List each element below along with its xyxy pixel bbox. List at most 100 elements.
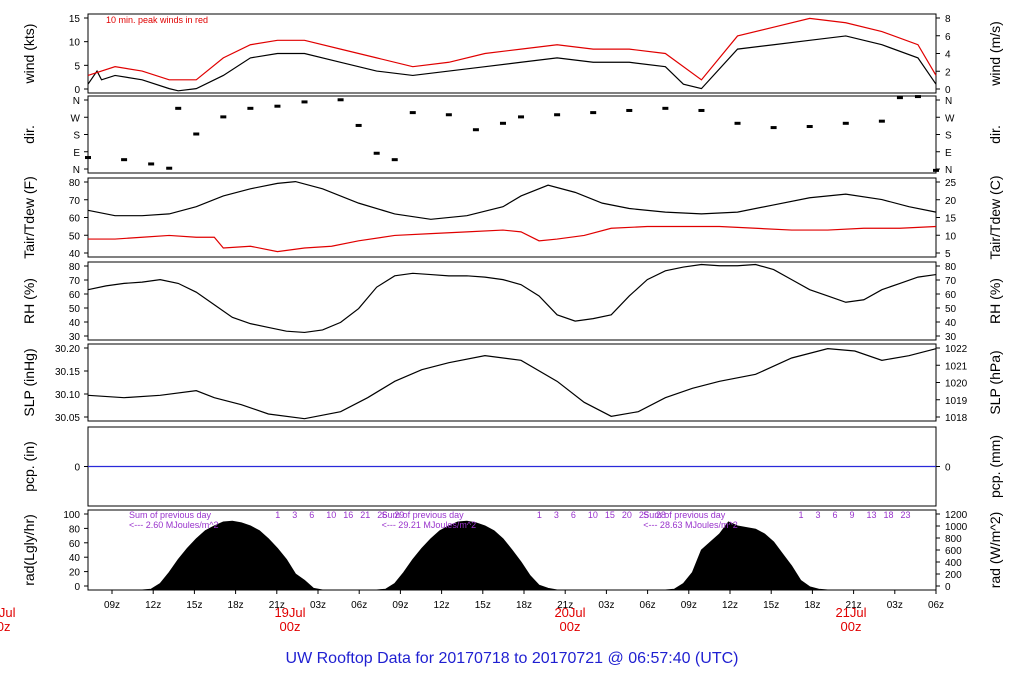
dir-point <box>933 168 939 172</box>
ytick-label-right-rh: 30 <box>945 332 957 343</box>
ylabel-left-wind: wind (kts) <box>21 24 37 85</box>
xtick-label: 21z <box>846 600 862 611</box>
xtick-label: 09z <box>104 600 120 611</box>
xtick-label: 21z <box>269 600 285 611</box>
ytick-label-right-slp: 1018 <box>945 413 968 424</box>
dir-point <box>518 115 525 119</box>
ytick-label-left-wind: 5 <box>74 61 80 72</box>
ytick-label-right-rad: 1000 <box>945 522 968 533</box>
day-marker-hour: 00z <box>841 619 862 634</box>
dir-point <box>914 95 921 99</box>
sun-hour-label: 13 <box>866 510 876 520</box>
ytick-label-left-temp: 60 <box>69 214 81 225</box>
sun-hour-label: 6 <box>832 510 837 520</box>
ytick-label-left-wind: 0 <box>74 85 80 96</box>
ylabel-right-rh: RH (%) <box>987 278 1003 324</box>
dir-point <box>662 106 669 110</box>
ytick-label-right-rad: 1200 <box>945 510 968 521</box>
panel-frame-rh <box>87 261 937 341</box>
day-marker-hour: 00z <box>280 619 301 634</box>
ytick-label-left-dir: N <box>73 96 80 107</box>
sun-hour-label: 25 <box>639 510 649 520</box>
ytick-label-left-temp: 80 <box>69 178 81 189</box>
dir-point <box>391 158 398 162</box>
sun-hour-label: 20 <box>622 510 632 520</box>
dir-point <box>734 121 741 125</box>
rad-annotation: Sum of previous day <box>643 510 726 520</box>
ytick-label-left-rh: 60 <box>69 290 81 301</box>
day-marker-date: 21Jul <box>835 605 866 620</box>
ytick-label-left-rad: 40 <box>69 553 81 564</box>
panel-annotation-wind: 10 min. peak winds in red <box>106 15 208 25</box>
ytick-label-left-rh: 50 <box>69 304 81 315</box>
rad-annotation: <--- 29.21 MJoules/m^2 <box>382 520 477 530</box>
xtick-label: 12z <box>145 600 161 611</box>
ytick-label-right-dir: N <box>945 96 952 107</box>
xtick-label: 21z <box>557 600 573 611</box>
dir-point <box>806 125 813 129</box>
sun-hour-label: 23 <box>900 510 910 520</box>
xtick-label: 06z <box>640 600 656 611</box>
sun-hour-label: 9 <box>849 510 854 520</box>
xtick-label: 18z <box>804 600 820 611</box>
panel-frame-temp <box>87 177 937 258</box>
dir-point <box>499 121 506 125</box>
panel-frame-wind <box>87 13 937 94</box>
ytick-label-right-rad: 0 <box>945 582 951 593</box>
xtick-label: 15z <box>763 600 779 611</box>
ytick-label-right-rh: 80 <box>945 262 957 273</box>
sun-hour-label: 1 <box>275 510 280 520</box>
ytick-label-right-wind: 8 <box>945 14 951 25</box>
panel-frame-dir <box>87 95 937 174</box>
dir-point <box>175 106 182 110</box>
series-area-rad <box>142 520 891 591</box>
xtick-label: 15z <box>186 600 202 611</box>
ylabel-right-dir: dir. <box>987 125 1003 144</box>
ytick-label-right-temp: 20 <box>945 196 957 207</box>
ylabel-right-temp: Tair/Tdew (C) <box>987 175 1003 259</box>
rad-annotation: Sum of previous day <box>129 510 212 520</box>
sun-hour-label: 28 <box>656 510 666 520</box>
day-marker-date: 20Jul <box>554 605 585 620</box>
ytick-label-right-wind: 6 <box>945 32 951 43</box>
sun-hour-label: 10 <box>326 510 336 520</box>
ytick-label-right-temp: 25 <box>945 178 957 189</box>
day-marker-date: 19Jul <box>274 605 305 620</box>
sun-hour-label: 15 <box>605 510 615 520</box>
ytick-label-right-pcp: 0 <box>945 463 951 474</box>
ylabel-right-rad: rad (W/m^2) <box>987 512 1003 589</box>
sun-hour-label: 1 <box>537 510 542 520</box>
dir-point <box>166 166 173 170</box>
ytick-label-right-rad: 400 <box>945 558 962 569</box>
sun-hour-label: 18 <box>883 510 893 520</box>
ytick-label-right-wind: 4 <box>945 50 951 61</box>
ylabel-right-slp: SLP (hPa) <box>987 350 1003 414</box>
ytick-label-left-slp: 30.10 <box>55 390 80 401</box>
ytick-label-left-rad: 60 <box>69 539 81 550</box>
rad-annotation: Sum of previous day <box>382 510 465 520</box>
rad-annotation: <--- 2.60 MJoules/m^2 <box>129 520 219 530</box>
dir-point <box>626 108 633 112</box>
ytick-label-right-wind: 2 <box>945 67 951 78</box>
ytick-label-right-slp: 1020 <box>945 379 968 390</box>
dir-point <box>878 119 885 123</box>
dir-point <box>590 111 597 115</box>
ytick-label-left-rh: 80 <box>69 262 81 273</box>
ytick-label-right-wind: 0 <box>945 85 951 96</box>
dir-point <box>247 106 254 110</box>
ytick-label-left-rh: 40 <box>69 318 81 329</box>
dir-point <box>148 162 155 166</box>
xtick-label: 09z <box>681 600 697 611</box>
ylabel-right-pcp: pcp. (mm) <box>987 435 1003 498</box>
series-line-temp-1 <box>88 225 937 253</box>
sun-hour-label: 3 <box>815 510 820 520</box>
dir-point <box>770 126 777 130</box>
ytick-label-right-rh: 50 <box>945 304 957 315</box>
sun-hour-label: 3 <box>292 510 297 520</box>
ytick-label-left-pcp: 0 <box>74 463 80 474</box>
ytick-label-right-rh: 70 <box>945 276 957 287</box>
dir-point <box>698 108 705 112</box>
dir-point <box>220 115 227 119</box>
dir-point <box>337 98 344 102</box>
chart-footer-title: UW Rooftop Data for 20170718 to 20170721… <box>285 650 739 667</box>
